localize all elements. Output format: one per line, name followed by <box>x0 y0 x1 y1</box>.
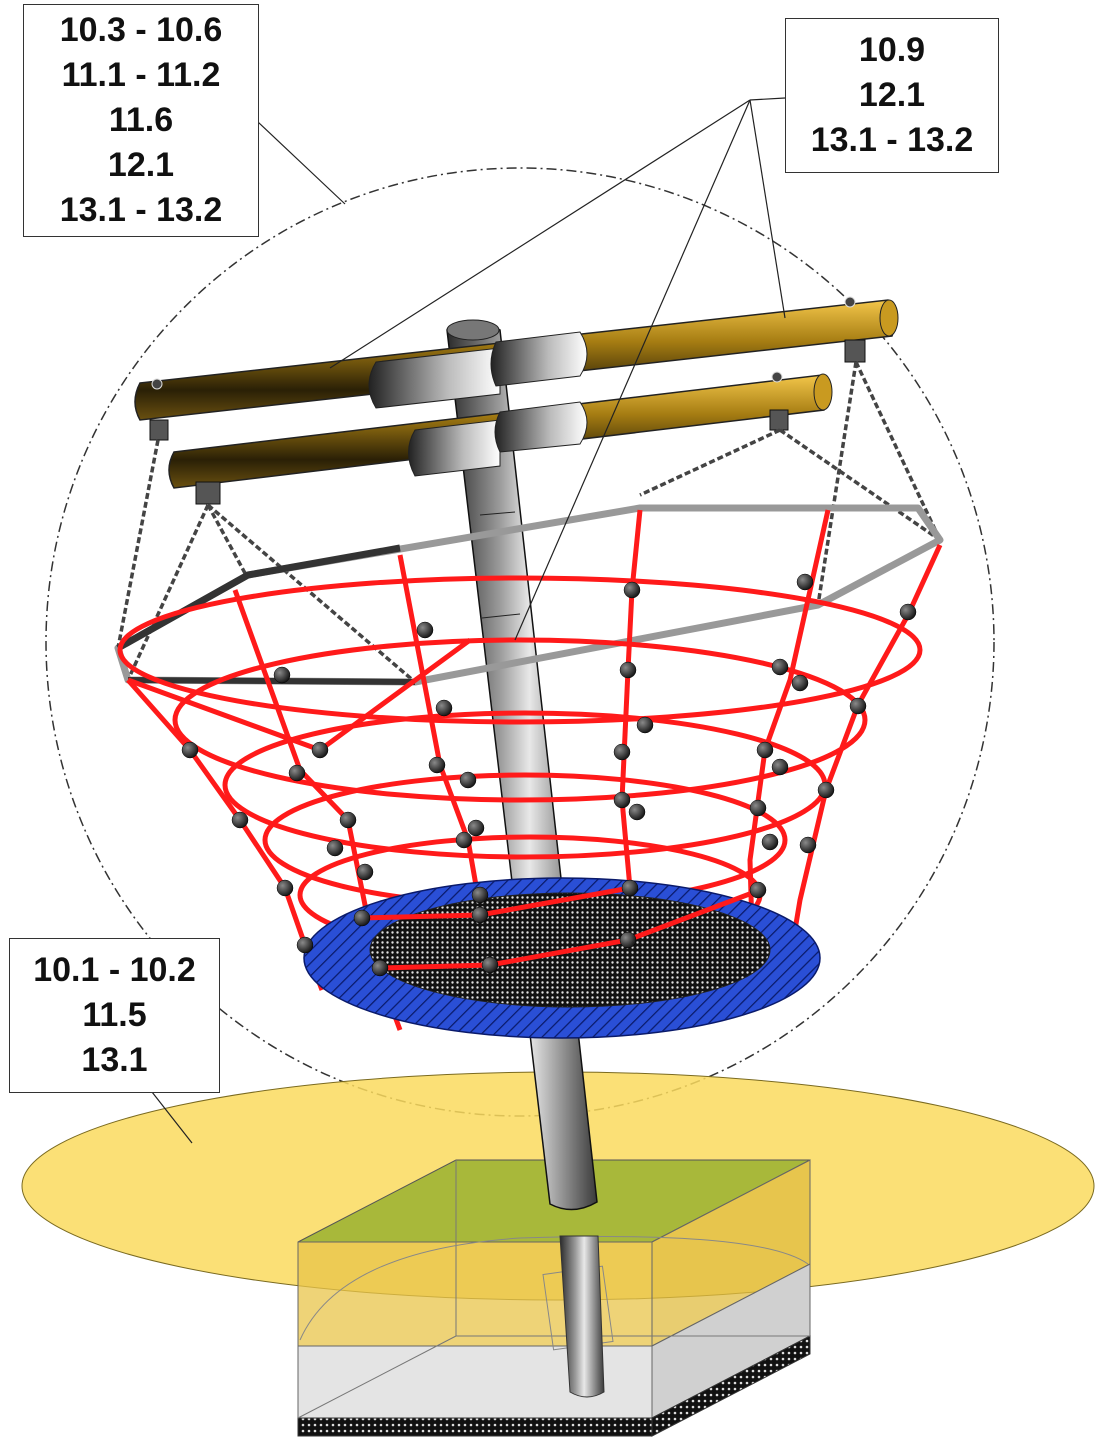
callout-line: 13.1 - 13.2 <box>59 191 223 229</box>
callout-line: 12.1 <box>858 76 926 114</box>
callout-line: 13.1 - 13.2 <box>810 121 974 159</box>
callout-line: 11.1 - 11.2 <box>61 56 221 94</box>
net-knots <box>181 573 917 977</box>
chains <box>116 361 942 684</box>
leader-lines <box>151 97 786 1144</box>
callout-line: 13.1 <box>81 1041 148 1079</box>
callout-line: 10.3 - 10.6 <box>59 11 223 49</box>
callout-bottom-left: 10.1 - 10.2 11.5 13.1 <box>9 938 220 1093</box>
callout-line: 11.6 <box>108 101 174 139</box>
callout-line: 12.1 <box>107 146 175 184</box>
crossbars <box>134 296 899 505</box>
callout-line: 11.5 <box>82 996 147 1034</box>
callout-top-right: 10.9 12.1 13.1 - 13.2 <box>785 18 999 173</box>
foundation <box>297 1159 811 1437</box>
callout-line: 10.9 <box>858 31 926 69</box>
callout-top-left: 10.3 - 10.6 11.1 - 11.2 11.6 12.1 13.1 -… <box>23 4 259 237</box>
callout-line: 10.1 - 10.2 <box>33 951 196 989</box>
